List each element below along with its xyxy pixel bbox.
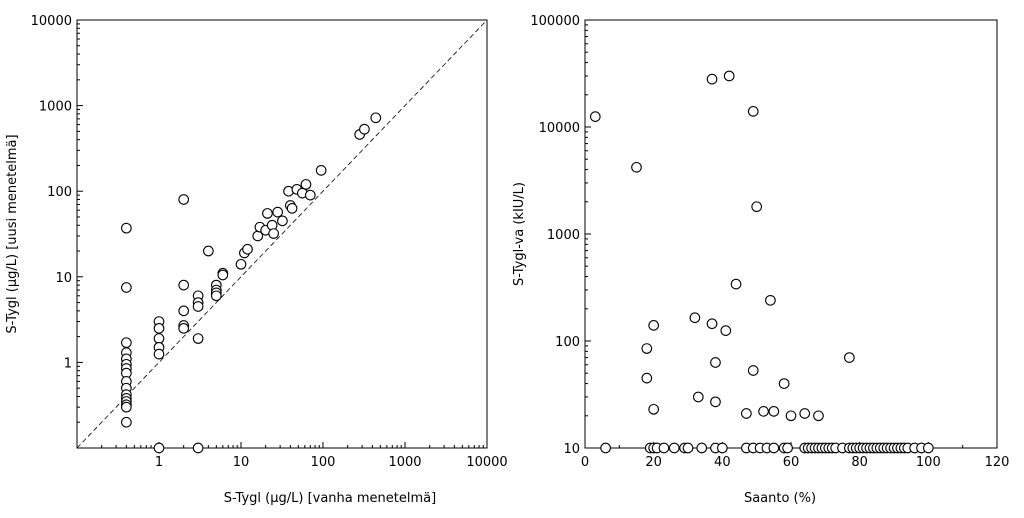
data-point (178, 194, 190, 205)
data-point (121, 401, 132, 413)
data-point (370, 112, 382, 124)
data-point (153, 442, 165, 454)
data-point (192, 333, 204, 344)
y-tick-label: 100 (47, 185, 72, 200)
data-point (768, 406, 780, 417)
data-point (658, 442, 670, 454)
x-tick-label: 100 (916, 455, 941, 470)
plot-frame (76, 19, 488, 449)
data-point (210, 290, 222, 302)
data-point (716, 442, 728, 454)
data-point (778, 378, 790, 389)
plot-frame (584, 19, 998, 449)
identity-line (76, 19, 488, 449)
x-tick-label: 0 (581, 455, 589, 470)
data-point (741, 408, 752, 419)
data-point (192, 442, 204, 454)
data-point (242, 243, 253, 255)
data-point (121, 416, 132, 428)
data-point (178, 322, 190, 334)
data-point (262, 208, 273, 219)
data-point (730, 278, 742, 290)
x-tick-label: 1000 (388, 455, 421, 470)
data-point (782, 442, 793, 454)
data-point (178, 305, 190, 317)
data-point (758, 406, 769, 417)
data-point (710, 357, 721, 368)
data-point (235, 258, 247, 270)
data-point (813, 410, 824, 422)
data-point (300, 179, 312, 190)
y-tick-label: 100000 (530, 14, 580, 29)
data-point (747, 365, 759, 376)
data-point (689, 312, 701, 324)
data-point (359, 123, 370, 135)
data-point (710, 396, 721, 408)
data-point (768, 442, 780, 454)
data-point (720, 325, 732, 336)
data-point (765, 294, 776, 306)
data-point (641, 343, 653, 354)
x-tick-label: 80 (851, 455, 868, 470)
data-point (641, 372, 653, 384)
x-tick-label: 40 (714, 455, 731, 470)
data-point (922, 442, 934, 454)
data-point (648, 403, 660, 415)
x-axis-label: S-Tygl (μg/L) [vanha menetelmä] (224, 491, 436, 506)
data-point (692, 391, 704, 403)
data-point (751, 201, 763, 213)
data-point (121, 282, 132, 293)
data-point (268, 228, 279, 239)
data-point (153, 348, 165, 360)
data-point (192, 301, 204, 312)
data-point (304, 189, 316, 201)
data-point (785, 410, 797, 422)
data-point (178, 279, 190, 291)
data-point (121, 222, 132, 234)
x-tick-label: 100 (311, 455, 336, 470)
x-axis-label: Saanto (%) (744, 491, 816, 506)
x-tick-label: 20 (645, 455, 662, 470)
y-tick-label: 1 (64, 356, 72, 371)
data-point (286, 203, 298, 214)
data-point (706, 73, 718, 85)
data-point (696, 442, 708, 454)
data-point (648, 320, 660, 331)
data-point (203, 245, 214, 257)
data-point (121, 337, 132, 349)
y-tick-label: 1000 (39, 100, 72, 115)
x-tick-label: 1 (155, 455, 163, 470)
y-tick-label: 100 (555, 335, 580, 350)
y-tick-label: 10 (55, 271, 72, 286)
x-tick-label: 10000 (466, 455, 507, 470)
x-tick-label: 120 (985, 455, 1010, 470)
x-tick-label: 60 (783, 455, 800, 470)
data-point (272, 206, 284, 218)
data-point (682, 442, 694, 454)
data-point (277, 215, 288, 227)
y-tick-label: 10000 (539, 121, 580, 136)
panel-right: 0 20 40 60 80 100 120 10 100 1000 10000 100000 Saant… (512, 14, 1009, 506)
y-axis-label: S-Tygl-va (kIU/L) (512, 182, 527, 286)
data-point (706, 318, 718, 330)
data-point (589, 111, 601, 122)
data-point (315, 165, 327, 176)
data-point (844, 352, 855, 363)
data-point (217, 269, 229, 281)
data-point (668, 442, 680, 454)
y-tick-label: 1000 (547, 228, 580, 243)
data-point (631, 161, 642, 173)
y-tick-label: 10000 (31, 14, 72, 29)
data-point (600, 442, 611, 454)
x-tick-label: 10 (233, 455, 250, 470)
data-point (723, 70, 735, 82)
data-point (747, 106, 759, 117)
data-point (153, 322, 165, 334)
data-point (799, 408, 811, 419)
y-tick-label: 10 (563, 442, 580, 457)
panel-left: 1 10 100 1000 10000 1 10 100 1000 10000 S-Tygl (μg… (5, 14, 508, 506)
y-axis-label: S-Tygl (μg/L) [uusi menetelmä] (5, 134, 20, 333)
data-point (153, 333, 165, 344)
